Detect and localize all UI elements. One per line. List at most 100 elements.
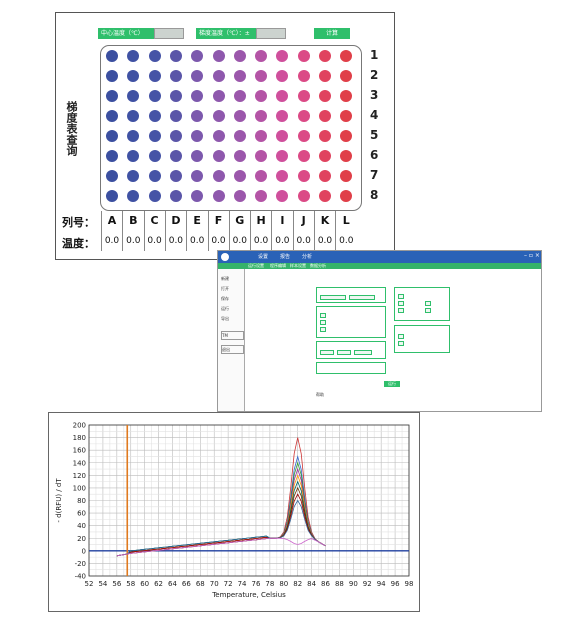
well-D8[interactable] <box>169 190 182 202</box>
window-controls-icon[interactable]: – ▫ × <box>524 252 540 259</box>
settings-field-1[interactable] <box>320 295 346 300</box>
well-H6[interactable] <box>255 150 268 162</box>
well-L2[interactable] <box>340 70 353 82</box>
well-G5[interactable] <box>233 130 246 142</box>
well-B5[interactable] <box>127 130 140 142</box>
well-F6[interactable] <box>212 150 225 162</box>
well-F4[interactable] <box>212 110 225 122</box>
option-select[interactable] <box>337 350 351 355</box>
well-G7[interactable] <box>233 170 246 182</box>
well-J1[interactable] <box>297 50 310 62</box>
tab-sample[interactable]: 样本设置 <box>290 263 306 268</box>
option-checkbox[interactable] <box>398 308 404 313</box>
well-B4[interactable] <box>127 110 140 122</box>
well-C6[interactable] <box>148 150 161 162</box>
well-A8[interactable] <box>106 190 118 202</box>
well-I6[interactable] <box>276 150 289 162</box>
well-D3[interactable] <box>169 90 182 102</box>
well-D2[interactable] <box>169 70 182 82</box>
well-E7[interactable] <box>191 170 204 182</box>
option-select[interactable] <box>320 350 334 355</box>
well-A7[interactable] <box>106 170 118 182</box>
menu-settings[interactable]: 设置 <box>258 254 269 260</box>
menu-analysis[interactable]: 分析 <box>302 254 313 260</box>
option-select[interactable] <box>354 350 372 355</box>
well-G4[interactable] <box>233 110 246 122</box>
calculate-button[interactable]: 计算 <box>314 28 350 39</box>
well-C5[interactable] <box>148 130 161 142</box>
settings-field-2[interactable] <box>349 295 375 300</box>
well-I7[interactable] <box>276 170 289 182</box>
well-L7[interactable] <box>340 170 353 182</box>
well-E4[interactable] <box>191 110 204 122</box>
well-J8[interactable] <box>297 190 310 202</box>
well-B2[interactable] <box>127 70 140 82</box>
well-A6[interactable] <box>106 150 118 162</box>
well-G2[interactable] <box>233 70 246 82</box>
well-F1[interactable] <box>212 50 225 62</box>
option-checkbox[interactable] <box>320 320 326 325</box>
well-B6[interactable] <box>127 150 140 162</box>
run-button[interactable]: 运行 <box>384 381 400 387</box>
well-K8[interactable] <box>319 190 331 202</box>
well-B7[interactable] <box>127 170 140 182</box>
well-J6[interactable] <box>297 150 310 162</box>
well-H4[interactable] <box>255 110 268 122</box>
well-K5[interactable] <box>319 130 331 142</box>
well-G6[interactable] <box>233 150 246 162</box>
well-I5[interactable] <box>276 130 289 142</box>
well-A2[interactable] <box>106 70 118 82</box>
well-J2[interactable] <box>297 70 310 82</box>
well-K2[interactable] <box>319 70 331 82</box>
well-C7[interactable] <box>148 170 161 182</box>
well-D6[interactable] <box>169 150 182 162</box>
well-D7[interactable] <box>169 170 182 182</box>
well-E6[interactable] <box>191 150 204 162</box>
well-E1[interactable] <box>191 50 204 62</box>
tab-data-analysis[interactable]: 数据分析 <box>310 263 326 268</box>
side-item-open[interactable]: 打开 <box>221 286 229 291</box>
well-H5[interactable] <box>255 130 268 142</box>
well-A4[interactable] <box>106 110 118 122</box>
well-H8[interactable] <box>255 190 268 202</box>
well-J7[interactable] <box>297 170 310 182</box>
well-L3[interactable] <box>340 90 353 102</box>
well-K3[interactable] <box>319 90 331 102</box>
well-K7[interactable] <box>319 170 331 182</box>
well-I2[interactable] <box>276 70 289 82</box>
side-item-new[interactable]: 新建 <box>221 276 229 281</box>
well-D4[interactable] <box>169 110 182 122</box>
well-A1[interactable] <box>106 50 118 62</box>
well-H3[interactable] <box>255 90 268 102</box>
well-F8[interactable] <box>212 190 225 202</box>
well-K6[interactable] <box>319 150 331 162</box>
well-C2[interactable] <box>148 70 161 82</box>
well-A5[interactable] <box>106 130 118 142</box>
well-E5[interactable] <box>191 130 204 142</box>
well-L4[interactable] <box>340 110 353 122</box>
well-L5[interactable] <box>340 130 353 142</box>
side-item-run[interactable]: 运行 <box>221 306 229 311</box>
well-C8[interactable] <box>148 190 161 202</box>
well-A3[interactable] <box>106 90 118 102</box>
side-item-exit[interactable]: 退出 <box>221 345 244 354</box>
well-C3[interactable] <box>148 90 161 102</box>
well-K1[interactable] <box>319 50 331 62</box>
side-item-tm[interactable]: TM <box>221 331 244 340</box>
well-E2[interactable] <box>191 70 204 82</box>
well-B1[interactable] <box>127 50 140 62</box>
option-checkbox[interactable] <box>398 334 404 339</box>
option-checkbox[interactable] <box>425 308 431 313</box>
well-F5[interactable] <box>212 130 225 142</box>
well-L1[interactable] <box>340 50 353 62</box>
well-I8[interactable] <box>276 190 289 202</box>
well-B8[interactable] <box>127 190 140 202</box>
well-I4[interactable] <box>276 110 289 122</box>
well-G3[interactable] <box>233 90 246 102</box>
gradient-temp-field[interactable] <box>256 28 286 39</box>
option-checkbox[interactable] <box>398 294 404 299</box>
well-C1[interactable] <box>148 50 161 62</box>
well-B3[interactable] <box>127 90 140 102</box>
well-E8[interactable] <box>191 190 204 202</box>
well-F7[interactable] <box>212 170 225 182</box>
